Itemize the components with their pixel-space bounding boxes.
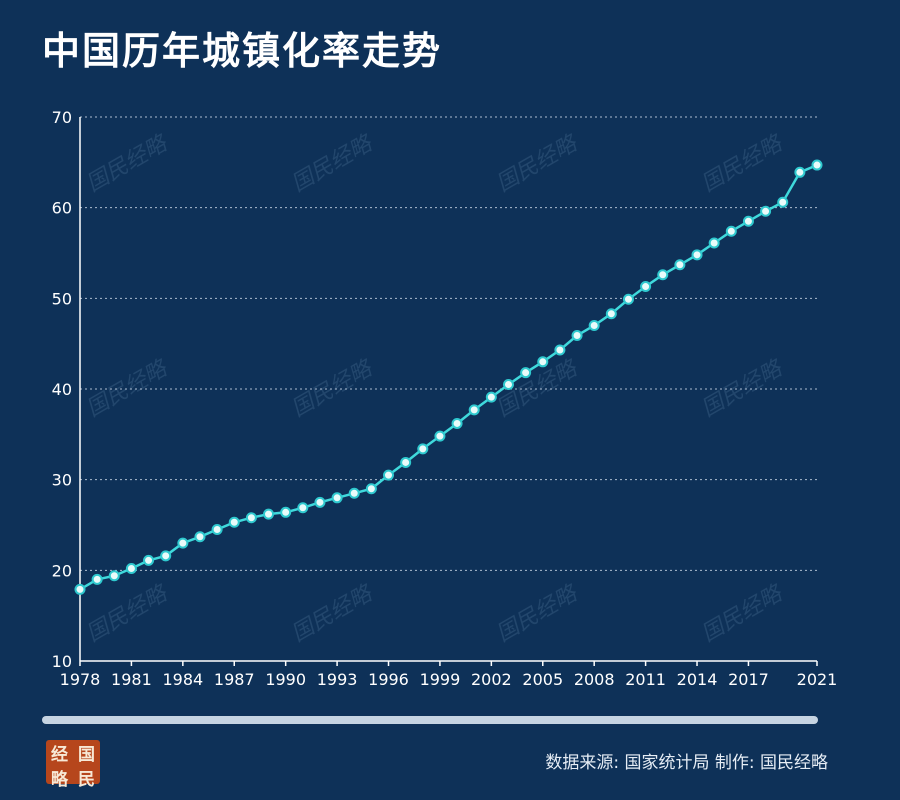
watermark-text: 国民经略 xyxy=(82,130,173,197)
data-point xyxy=(708,237,720,249)
watermark-text: 国民经略 xyxy=(287,580,378,647)
x-tick-label: 2021 xyxy=(797,670,838,689)
data-point xyxy=(143,554,155,566)
data-point xyxy=(194,531,206,543)
data-point xyxy=(588,320,600,332)
data-point xyxy=(674,259,686,271)
watermark-text: 国民经略 xyxy=(287,130,378,197)
data-point xyxy=(108,570,120,582)
y-tick-labels: 10 20 30 40 50 60 70 xyxy=(52,108,72,671)
x-tick-label: 1999 xyxy=(420,670,461,689)
data-point xyxy=(811,159,823,171)
x-tick-label: 2014 xyxy=(677,670,718,689)
data-point xyxy=(794,166,806,178)
logo: 经 国 略 民 xyxy=(46,740,100,790)
data-point xyxy=(605,308,617,320)
x-tick-label: 2011 xyxy=(625,670,666,689)
data-point xyxy=(331,492,343,504)
data-point xyxy=(640,281,652,293)
watermark-text: 国民经略 xyxy=(697,580,788,647)
watermark-text: 国民经略 xyxy=(492,580,583,647)
data-point xyxy=(348,487,360,499)
data-point xyxy=(245,512,257,524)
x-tick-label: 1990 xyxy=(265,670,306,689)
data-point xyxy=(502,378,514,390)
series-line xyxy=(79,163,818,591)
x-tick-label: 2017 xyxy=(728,670,769,689)
axis-layer xyxy=(79,117,818,666)
data-point xyxy=(365,483,377,495)
logo-char: 民 xyxy=(78,770,95,790)
data-point xyxy=(434,430,446,442)
data-point xyxy=(228,516,240,528)
logo-char: 略 xyxy=(51,770,68,790)
data-point xyxy=(160,550,172,562)
data-point xyxy=(554,344,566,356)
chart-title: 中国历年城镇化率走势 xyxy=(42,29,443,73)
data-point xyxy=(74,583,86,595)
watermark-text: 国民经略 xyxy=(492,130,583,197)
watermark-text: 国民经略 xyxy=(82,580,173,647)
data-point xyxy=(400,456,412,468)
data-point xyxy=(211,524,223,536)
data-point xyxy=(691,249,703,261)
y-tick-label: 20 xyxy=(52,561,72,580)
x-tick-label: 2005 xyxy=(522,670,563,689)
y-tick-label: 70 xyxy=(52,108,72,127)
data-point xyxy=(520,367,532,379)
data-point xyxy=(314,496,326,508)
y-tick-label: 60 xyxy=(52,199,72,218)
x-tick-label: 2002 xyxy=(471,670,512,689)
divider-bar xyxy=(42,716,818,724)
data-point xyxy=(280,506,292,518)
data-point xyxy=(417,443,429,455)
y-tick-label: 50 xyxy=(52,289,72,308)
data-point xyxy=(383,469,395,481)
x-tick-label: 2008 xyxy=(574,670,615,689)
x-tick-label: 1981 xyxy=(111,670,152,689)
x-tick-label: 1987 xyxy=(214,670,255,689)
data-point xyxy=(91,573,103,585)
y-tick-label: 30 xyxy=(52,471,72,490)
y-tick-label: 40 xyxy=(52,380,72,399)
data-point xyxy=(263,508,275,520)
data-point xyxy=(537,356,549,368)
y-tick-label: 10 xyxy=(52,652,72,671)
logo-char: 国 xyxy=(78,745,95,765)
x-tick-label: 1996 xyxy=(368,670,409,689)
x-tick-label: 1984 xyxy=(162,670,203,689)
x-tick-labels: 1978 1981 1984 1987 1990 1993 1996 1999 2002 2005… xyxy=(60,670,838,689)
data-point xyxy=(622,293,634,305)
data-point xyxy=(571,330,583,342)
data-point xyxy=(742,215,754,227)
watermark-text: 国民经略 xyxy=(697,130,788,197)
logo-char: 经 xyxy=(51,745,68,765)
data-point xyxy=(777,196,789,208)
x-tick-label: 1993 xyxy=(317,670,358,689)
x-tick-label: 1978 xyxy=(60,670,101,689)
data-point xyxy=(657,269,669,281)
source-credit: 数据来源: 国家统计局 制作: 国民经略 xyxy=(545,753,828,773)
data-points xyxy=(74,159,823,595)
data-point xyxy=(177,537,189,549)
data-point xyxy=(468,404,480,416)
data-point xyxy=(725,225,737,237)
data-point xyxy=(297,502,309,514)
data-point xyxy=(760,205,772,217)
data-point xyxy=(485,391,497,403)
data-point xyxy=(451,417,463,429)
data-point xyxy=(125,563,137,575)
